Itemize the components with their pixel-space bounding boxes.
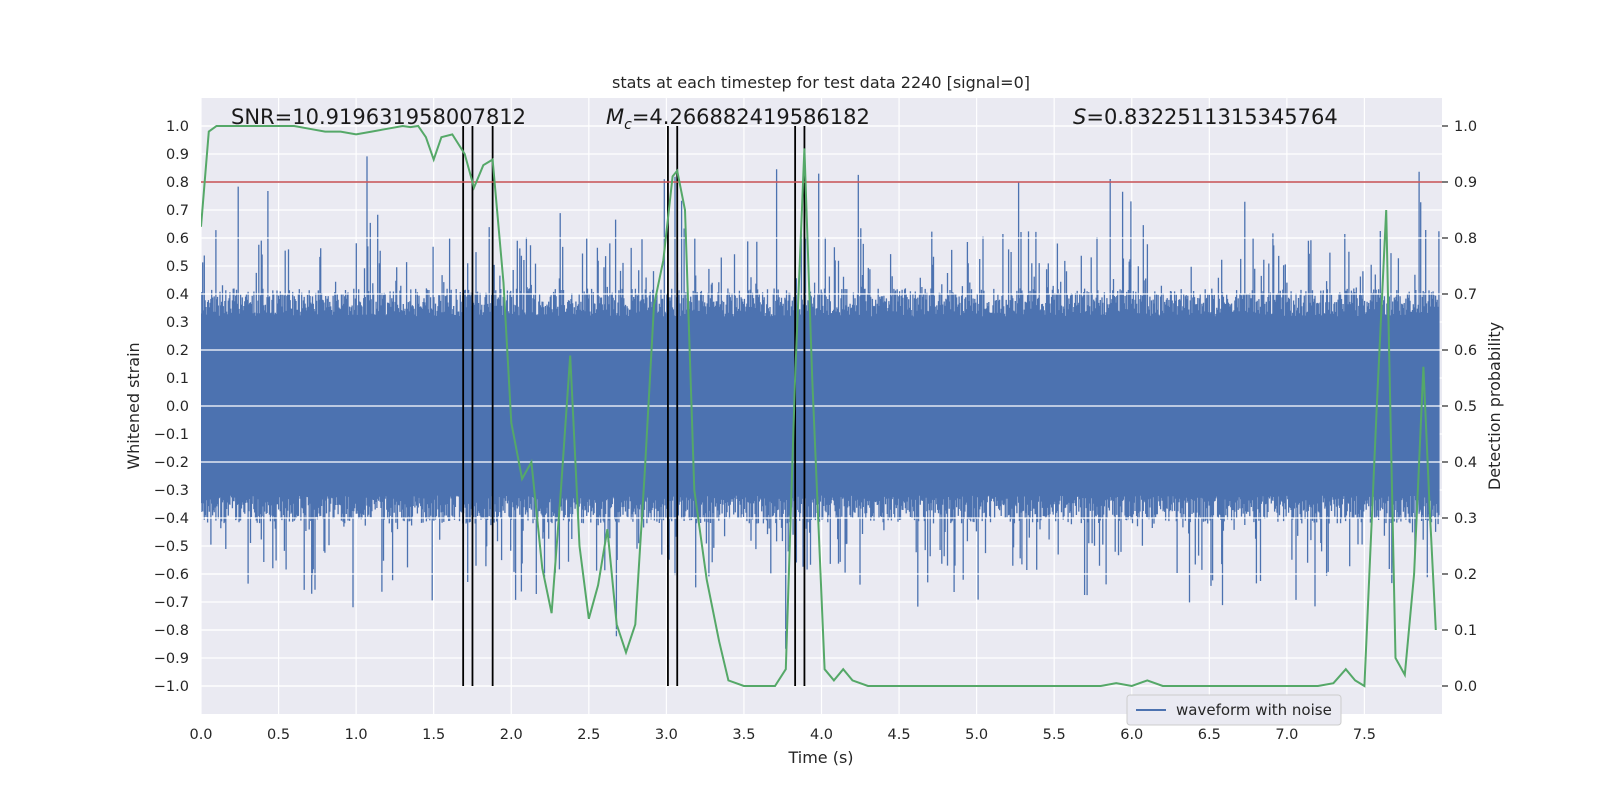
x-tick-label-0: 0.0 bbox=[189, 727, 212, 743]
legend: waveform with noise bbox=[1126, 694, 1342, 726]
y-left-tick-label-4: 0.6 bbox=[166, 231, 189, 247]
y-left-tick-label-5: 0.5 bbox=[166, 259, 189, 275]
x-tick-label-15: 7.5 bbox=[1353, 727, 1376, 743]
y-left-tick-label-16: −0.6 bbox=[154, 567, 189, 583]
x-tick-label-1: 0.5 bbox=[267, 727, 290, 743]
y-left-tick-label-20: −1.0 bbox=[154, 679, 189, 695]
y-left-tick-label-2: 0.8 bbox=[166, 175, 189, 191]
legend-label-waveform: waveform with noise bbox=[1176, 701, 1332, 719]
x-tick-label-14: 7.0 bbox=[1275, 727, 1298, 743]
x-tick-label-12: 6.0 bbox=[1120, 727, 1143, 743]
y-left-tick-label-19: −0.9 bbox=[154, 651, 189, 667]
x-tick-label-11: 5.5 bbox=[1043, 727, 1066, 743]
y-right-tick-label-10: 0.0 bbox=[1454, 679, 1477, 695]
y-right-tick-label-4: 0.6 bbox=[1454, 343, 1477, 359]
y-right-tick-label-6: 0.4 bbox=[1454, 455, 1477, 471]
x-tick-label-6: 3.0 bbox=[655, 727, 678, 743]
chart-title: stats at each timestep for test data 224… bbox=[612, 73, 1030, 92]
y-right-tick-label-3: 0.7 bbox=[1454, 287, 1477, 303]
s-symbol: S bbox=[1073, 105, 1086, 129]
y-axis-right-ticks: 1.0 0.9 0.8 0.7 0.6 0.5 0.4 0.3 0.2 0.1 0.0 bbox=[1442, 119, 1477, 695]
x-tick-label-2: 1.0 bbox=[345, 727, 368, 743]
y-left-tick-label-18: −0.8 bbox=[154, 623, 189, 639]
y-right-tick-label-1: 0.9 bbox=[1454, 175, 1477, 191]
y-right-tick-label-7: 0.3 bbox=[1454, 511, 1477, 527]
chirp-mass-value: =4.266882419586182 bbox=[632, 105, 870, 129]
legend-box bbox=[1126, 694, 1342, 726]
x-tick-label-8: 4.0 bbox=[810, 727, 833, 743]
y-left-tick-label-10: 0.0 bbox=[166, 399, 189, 415]
y-left-tick-label-6: 0.4 bbox=[166, 287, 189, 303]
y-right-tick-label-2: 0.8 bbox=[1454, 231, 1477, 247]
snr-annotation: SNR=10.919631958007812 bbox=[231, 105, 526, 129]
x-tick-label-10: 5.0 bbox=[965, 727, 988, 743]
chirp-mass-symbol: M bbox=[606, 105, 624, 129]
y-left-tick-label-0: 1.0 bbox=[166, 119, 189, 135]
x-tick-label-3: 1.5 bbox=[422, 727, 445, 743]
y-left-tick-label-13: −0.3 bbox=[154, 483, 189, 499]
y-left-tick-label-14: −0.4 bbox=[154, 511, 189, 527]
y-right-tick-label-9: 0.1 bbox=[1454, 623, 1477, 639]
marker-vertical-lines bbox=[462, 126, 806, 686]
y-left-tick-label-9: 0.1 bbox=[166, 371, 189, 387]
y-axis-left-ticks: 1.0 0.9 0.8 0.7 0.6 0.5 0.4 0.3 0.2 0.1 0.0 −0.1 −0.… bbox=[154, 119, 189, 695]
probability-line bbox=[201, 124, 1437, 688]
x-tick-label-13: 6.5 bbox=[1198, 727, 1221, 743]
y-right-tick-label-0: 1.0 bbox=[1454, 119, 1477, 135]
x-tick-label-4: 2.0 bbox=[500, 727, 523, 743]
y-left-tick-label-8: 0.2 bbox=[166, 343, 189, 359]
y-axis-right-label: Detection probability bbox=[1485, 322, 1504, 490]
x-tick-label-9: 4.5 bbox=[888, 727, 911, 743]
s-value: =0.8322511315345764 bbox=[1086, 105, 1337, 129]
y-left-tick-label-17: −0.7 bbox=[154, 595, 189, 611]
y-left-tick-label-3: 0.7 bbox=[166, 203, 189, 219]
y-left-tick-label-1: 0.9 bbox=[166, 147, 189, 163]
y-left-tick-label-7: 0.3 bbox=[166, 315, 189, 331]
chirp-mass-annotation: Mc=4.266882419586182 bbox=[606, 105, 870, 133]
y-left-tick-label-12: −0.2 bbox=[154, 455, 189, 471]
x-tick-label-5: 2.5 bbox=[577, 727, 600, 743]
detection-probability-series bbox=[201, 124, 1437, 688]
chirp-mass-subscript: c bbox=[624, 117, 632, 133]
waveform-series bbox=[201, 156, 1440, 649]
waveform-trace bbox=[201, 156, 1440, 649]
x-tick-label-7: 3.5 bbox=[732, 727, 755, 743]
y-left-tick-label-11: −0.1 bbox=[154, 427, 189, 443]
y-left-tick-label-15: −0.5 bbox=[154, 539, 189, 555]
x-axis-label: Time (s) bbox=[787, 748, 853, 767]
y-right-tick-label-8: 0.2 bbox=[1454, 567, 1477, 583]
y-axis-left-label: Whitened strain bbox=[124, 342, 143, 469]
x-axis-ticks: 0.0 0.5 1.0 1.5 2.0 2.5 3.0 3.5 4.0 4.5 5.0 5.5 6.0 6… bbox=[189, 727, 1376, 743]
y-right-tick-label-5: 0.5 bbox=[1454, 399, 1477, 415]
s-annotation: S=0.8322511315345764 bbox=[1073, 105, 1338, 129]
